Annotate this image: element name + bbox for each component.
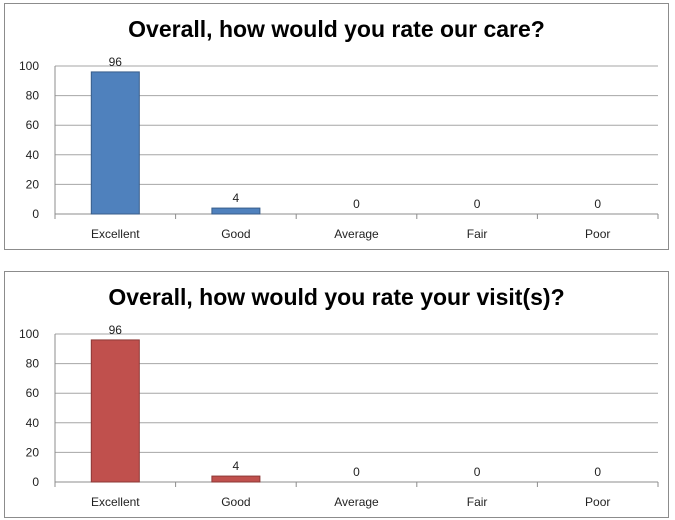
x-tick-label: Fair xyxy=(467,495,488,509)
x-tick-label: Average xyxy=(334,495,379,509)
data-label: 0 xyxy=(594,465,601,479)
y-tick-label: 40 xyxy=(26,416,40,430)
data-label: 96 xyxy=(109,323,123,337)
chart-plot-care: 0 20 40 60 80 100 96 Excellent 4 Good 0 Average 0 Fai… xyxy=(19,55,659,241)
chart-title: Overall, how would you rate our care? xyxy=(128,16,545,42)
y-tick-label: 20 xyxy=(26,177,40,191)
data-label: 0 xyxy=(353,465,360,479)
data-label: 0 xyxy=(474,197,481,211)
data-label: 0 xyxy=(474,465,481,479)
bar-good xyxy=(211,475,261,483)
y-tick-label: 0 xyxy=(32,475,39,489)
x-tick-label: Fair xyxy=(467,227,488,241)
x-tick-label: Good xyxy=(221,227,250,241)
x-tick-label: Excellent xyxy=(91,495,140,509)
data-label: 96 xyxy=(109,55,123,69)
data-label: 4 xyxy=(233,191,240,205)
x-tick-label: Poor xyxy=(585,495,610,509)
x-tick-label: Poor xyxy=(585,227,610,241)
y-tick-label: 80 xyxy=(26,357,40,371)
y-tick-label: 60 xyxy=(26,386,40,400)
chart-care: Overall, how would you rate our care? 0 2… xyxy=(4,3,669,250)
chart-plot-visit: 0 20 40 60 80 100 96 Excellent 4 Good 0 Average 0 Fai… xyxy=(19,323,659,509)
bar-good xyxy=(211,207,261,215)
data-label: 4 xyxy=(233,459,240,473)
x-tick-label: Average xyxy=(334,227,379,241)
y-tick-label: 80 xyxy=(26,89,40,103)
y-tick-label: 20 xyxy=(26,445,40,459)
bar-excellent xyxy=(90,71,140,215)
x-tick-label: Good xyxy=(221,495,250,509)
data-label: 0 xyxy=(353,197,360,211)
y-tick-label: 100 xyxy=(19,59,39,73)
y-tick-label: 100 xyxy=(19,327,39,341)
data-label: 0 xyxy=(594,197,601,211)
chart-visit: Overall, how would you rate your visit(s… xyxy=(4,271,669,518)
bar-excellent xyxy=(90,339,140,483)
y-tick-label: 0 xyxy=(32,207,39,221)
y-tick-label: 40 xyxy=(26,148,40,162)
y-tick-label: 60 xyxy=(26,118,40,132)
x-tick-label: Excellent xyxy=(91,227,140,241)
chart-title: Overall, how would you rate your visit(s… xyxy=(108,284,565,310)
